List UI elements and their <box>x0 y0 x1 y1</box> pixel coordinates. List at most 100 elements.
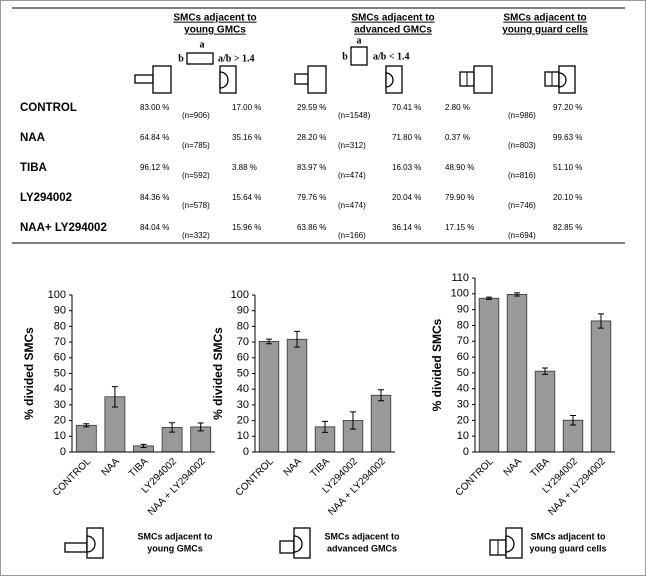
caption-icons <box>64 527 523 559</box>
y-tick-label: 90 <box>457 304 469 316</box>
caption: advanced GMCs <box>327 543 397 553</box>
error-bar <box>598 313 604 329</box>
table-cell: (n=785) <box>182 141 210 150</box>
y-tick-label: 50 <box>457 367 469 379</box>
y-tick-label: 40 <box>237 383 249 395</box>
caption: young guard cells <box>529 543 606 553</box>
bar <box>370 394 392 453</box>
y-tick-label: 0 <box>463 446 469 458</box>
table-cell: 48.90 % <box>445 163 474 172</box>
error-bar <box>140 443 147 448</box>
table-cell: 83.00 % <box>140 103 169 112</box>
row-label: NAA+ LY294002 <box>20 222 107 234</box>
caption: SMCs adjacent to <box>324 531 400 541</box>
table-cell: (n=906) <box>182 111 210 120</box>
table-cell: 63.86 % <box>297 223 326 232</box>
error-bar <box>486 296 492 300</box>
y-tick-label: 0 <box>243 446 249 458</box>
table-cell: 79.90 % <box>445 193 474 202</box>
bar <box>534 370 556 453</box>
error-bar <box>83 423 90 428</box>
bar <box>258 341 280 453</box>
y-tick-label: 40 <box>457 383 469 395</box>
annotation: a/b < 1.4 <box>373 51 410 62</box>
table-cell: 84.04 % <box>140 223 169 232</box>
table-cell: 97.20 % <box>553 103 582 112</box>
column-header: SMCs adjacent to <box>503 13 586 24</box>
y-tick-label: 10 <box>457 430 469 442</box>
y-tick-label: 90 <box>54 305 66 317</box>
table-cell: 36.14 % <box>392 223 421 232</box>
table-cell: 82.85 % <box>553 223 582 232</box>
error-bar <box>322 420 328 433</box>
y-tick-label: 60 <box>54 352 66 364</box>
bar <box>286 338 308 453</box>
bar <box>478 297 500 453</box>
error-bar <box>378 389 384 402</box>
table-cell: 28.20 % <box>297 133 326 142</box>
y-tick-label: 10 <box>237 430 249 442</box>
y-tick-label: 70 <box>54 336 66 348</box>
y-tick-label: 80 <box>54 320 66 332</box>
table-cell: 35.16 % <box>232 133 261 142</box>
y-tick-label: 10 <box>54 430 66 442</box>
table-cell: 15.96 % <box>232 223 261 232</box>
column-header: young GMCs <box>184 25 246 36</box>
y-tick-label: 110 <box>451 272 469 284</box>
table-cell: 3.88 % <box>232 163 257 172</box>
caption: SMCs adjacent to <box>530 531 606 541</box>
table-cell: (n=592) <box>182 171 210 180</box>
table-cell: (n=694) <box>508 231 536 240</box>
table-icons <box>134 46 576 94</box>
row-label: NAA <box>20 132 45 144</box>
table-cell: 17.15 % <box>445 223 474 232</box>
y-tick-label: 60 <box>237 352 249 364</box>
caption: SMCs adjacent to <box>137 531 213 541</box>
table-cell: (n=1548) <box>338 111 371 120</box>
table-cell: 0.37 % <box>445 133 470 142</box>
table-cell: (n=803) <box>508 141 536 150</box>
table-cell: 16.03 % <box>392 163 421 172</box>
table-cell: 20.10 % <box>553 193 582 202</box>
y-tick-label: 100 <box>48 289 66 301</box>
table-cell: 99.63 % <box>553 133 582 142</box>
table-cell: 64.84 % <box>140 133 169 142</box>
table-cell: 79.76 % <box>297 193 326 202</box>
bar <box>506 294 528 453</box>
y-tick-label: 70 <box>237 336 249 348</box>
y-tick-label: 20 <box>54 415 66 427</box>
table-cell: 51.10 % <box>553 163 582 172</box>
error-bar <box>197 422 204 432</box>
table-cell: 84.36 % <box>140 193 169 202</box>
error-bar <box>514 292 520 297</box>
bar <box>75 424 97 453</box>
error-bar <box>542 367 548 375</box>
y-axis-label: % divided SMCs <box>22 327 36 420</box>
annotation: a <box>200 39 205 50</box>
table-cell: (n=578) <box>182 201 210 210</box>
y-tick-label: 100 <box>231 289 249 301</box>
y-tick-label: 90 <box>237 305 249 317</box>
error-bar <box>570 414 576 426</box>
error-bar <box>266 338 272 345</box>
error-bar <box>169 422 176 433</box>
caption: young GMCs <box>147 543 203 553</box>
table-cell: (n=816) <box>508 171 536 180</box>
table-cell: (n=474) <box>338 171 366 180</box>
table-cell: (n=166) <box>338 231 366 240</box>
error-bar <box>294 330 300 348</box>
table-cell: 83.97 % <box>297 163 326 172</box>
y-tick-label: 60 <box>457 351 469 363</box>
y-axis-label: % divided SMCs <box>430 318 444 411</box>
y-tick-label: 50 <box>54 367 66 379</box>
annotation: b <box>178 53 184 64</box>
table-cell: 29.59 % <box>297 103 326 112</box>
y-tick-label: 20 <box>457 414 469 426</box>
row-label: TIBA <box>20 162 47 174</box>
table-cell: 71.80 % <box>392 133 421 142</box>
bar <box>590 320 612 453</box>
table-cell: 20.04 % <box>392 193 421 202</box>
y-tick-label: 30 <box>237 399 249 411</box>
